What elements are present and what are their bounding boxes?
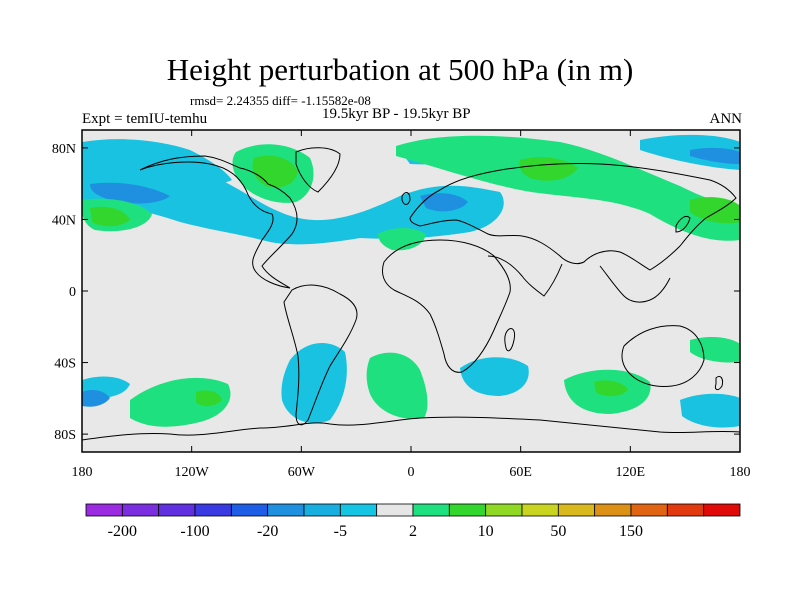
colorbar-label: -100 — [180, 523, 209, 540]
colorbar-swatch — [557, 503, 596, 517]
positive-anomaly-region — [396, 135, 740, 241]
colorbar-swatch — [267, 503, 305, 517]
coastline-north-america — [139, 155, 298, 289]
colorbar-swatch — [158, 503, 196, 517]
colorbar-swatch — [703, 503, 741, 517]
lat-tick-label: 40S — [54, 357, 76, 372]
colorbar-label: -200 — [108, 523, 137, 540]
coastlines — [82, 147, 740, 441]
strong-negative-anomaly — [90, 182, 170, 204]
colorbar-swatch — [194, 503, 232, 517]
colorbar-label: -5 — [334, 523, 347, 540]
longitude-axis: 180 120W 60W 0 60E 120E 180 — [72, 130, 751, 480]
strong-negative-anomaly — [82, 390, 110, 407]
positive-anomaly-region — [366, 352, 428, 419]
coastline-australia — [621, 325, 705, 387]
negative-anomaly-region — [82, 163, 504, 245]
lon-tick-label: 180 — [72, 465, 93, 480]
strong-positive-anomaly — [519, 157, 578, 181]
positive-anomaly-region — [378, 228, 426, 251]
colorbar-label: 10 — [478, 523, 494, 540]
colorbar-label: 2 — [409, 523, 417, 540]
lon-tick-label: 60E — [509, 465, 532, 480]
lon-tick-label: 180 — [730, 465, 751, 480]
colorbar-label: 150 — [619, 523, 643, 540]
latitude-axis: 80N 40N 0 40S 80S — [52, 142, 740, 443]
strong-positive-anomaly — [594, 380, 628, 397]
experiment-label: Expt = temIU-temhu — [82, 111, 208, 127]
lat-tick-label: 0 — [69, 285, 76, 300]
lon-tick-label: 60W — [288, 465, 316, 480]
colorbar-swatch — [485, 503, 523, 517]
colorbar-label: -20 — [257, 523, 278, 540]
coastline-uk — [401, 192, 411, 205]
coastline-antarctica — [82, 416, 740, 441]
lat-tick-label: 80N — [52, 142, 76, 157]
lat-tick-label: 80S — [54, 428, 76, 443]
coastline-greenland — [295, 147, 341, 193]
coastline-japan — [675, 215, 691, 233]
negative-anomaly-region — [680, 393, 740, 428]
colorbar-swatch — [448, 503, 487, 517]
lon-tick-label: 120W — [175, 465, 210, 480]
coastline-europe-asia — [409, 162, 737, 271]
coastline-africa — [381, 239, 511, 373]
colorbar-swatch — [376, 503, 414, 517]
positive-anomaly-region — [130, 377, 231, 427]
coastline-new-zealand — [715, 375, 723, 391]
positive-anomaly-region — [690, 337, 740, 363]
colorbar-swatch — [412, 503, 450, 517]
colorbar-swatch — [630, 503, 668, 517]
colorbar: -200 -100 -20 -5 2 10 50 150 — [85, 503, 741, 540]
strong-positive-anomaly — [196, 390, 222, 407]
coastline-south-america — [283, 284, 358, 426]
period-label: 19.5kyr BP - 19.5kyr BP — [322, 106, 471, 122]
season-label: ANN — [709, 111, 743, 127]
colorbar-swatch — [339, 503, 378, 517]
coastline-madagascar — [504, 327, 515, 352]
strong-negative-anomaly — [420, 193, 468, 212]
anomaly-fields — [82, 134, 740, 428]
colorbar-swatch — [303, 503, 341, 517]
colorbar-swatch — [521, 503, 559, 517]
colorbar-label: 50 — [550, 523, 566, 540]
lon-tick-label: 120E — [616, 465, 646, 480]
strong-positive-anomaly — [690, 197, 740, 224]
strong-positive-anomaly — [90, 206, 130, 227]
coastline-arabia-india — [487, 255, 563, 297]
negative-anomaly-region — [460, 357, 529, 396]
negative-anomaly-region — [281, 342, 347, 424]
statistics-label: rmsd= 2.24355 diff= -1.15582e-08 — [190, 93, 371, 108]
negative-anomaly-region — [82, 139, 232, 186]
colorbar-swatch — [230, 503, 269, 517]
plot-title: Height perturbation at 500 hPa (in m) — [166, 52, 634, 87]
colorbar-swatch — [121, 503, 160, 517]
lat-tick-label: 40N — [52, 213, 76, 228]
strong-negative-anomaly — [690, 147, 740, 164]
coastline-southeast-asia — [599, 265, 671, 303]
colorbar-swatch — [666, 503, 705, 517]
colorbar-swatch — [85, 503, 123, 517]
colorbar-swatch — [594, 503, 632, 517]
lon-tick-label: 0 — [408, 465, 415, 480]
